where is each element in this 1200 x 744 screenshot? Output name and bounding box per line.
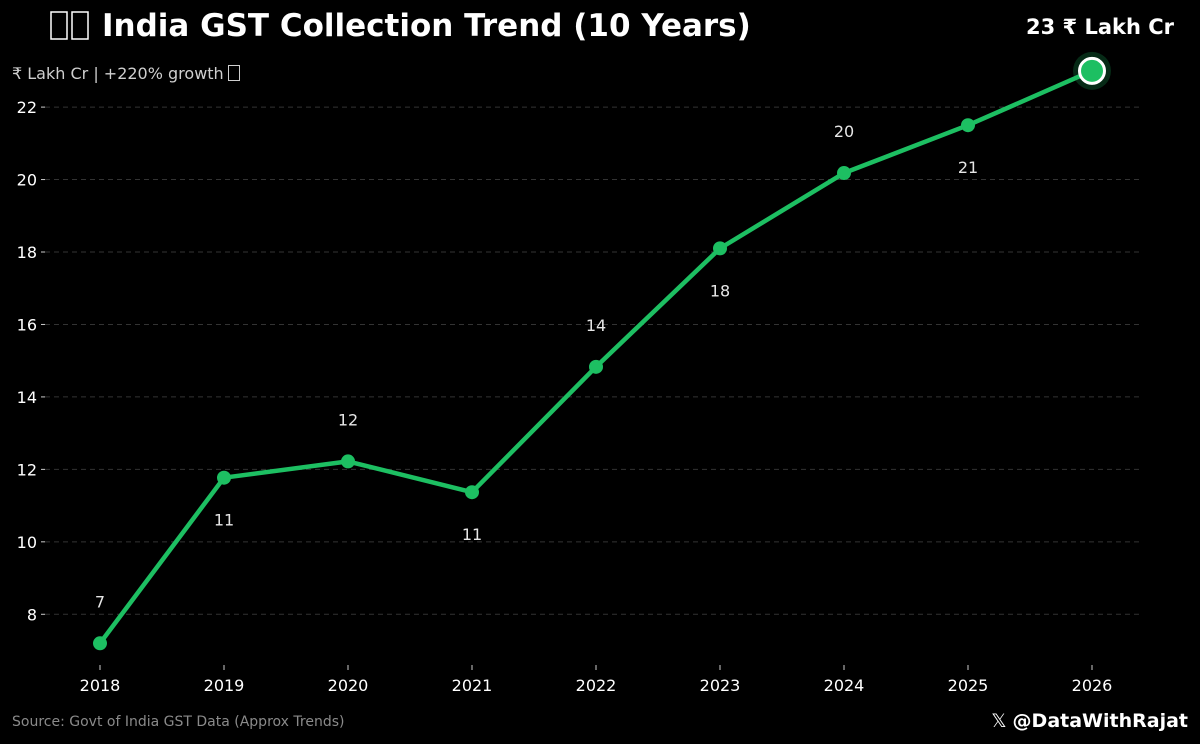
axis-ticks	[41, 106, 1093, 670]
data-label-2025: 21	[958, 158, 978, 177]
x-tick-label: 2022	[576, 676, 617, 695]
india-flag-icon	[50, 11, 89, 40]
data-point-2019	[217, 470, 231, 485]
x-tick-label: 2020	[328, 676, 369, 695]
latest-value-headline: 23 ₹ Lakh Cr	[1025, 15, 1174, 39]
author-handle-text: @DataWithRajat	[1012, 710, 1188, 732]
data-points	[93, 51, 1111, 651]
y-tick-label: 18	[17, 243, 37, 262]
y-tick-label: 10	[17, 533, 37, 552]
data-labels: 7 11 12 11 14 18 20 21	[95, 122, 978, 611]
missing-glyph-icon	[227, 65, 240, 81]
chart-title-text: India GST Collection Trend (10 Years)	[102, 8, 751, 44]
chart-title: India GST Collection Trend (10 Years)	[50, 4, 751, 48]
data-point-2022	[589, 359, 603, 374]
x-tick-label: 2025	[948, 676, 989, 695]
y-tick-label: 16	[17, 315, 37, 334]
chart-subtitle-text: ₹ Lakh Cr | +220% growth	[12, 64, 224, 83]
data-point-2025	[961, 118, 975, 133]
data-point-2023	[713, 241, 727, 256]
data-point-2021	[465, 485, 479, 500]
source-note: Source: Govt of India GST Data (Approx T…	[12, 714, 345, 730]
data-point-2018	[93, 636, 107, 651]
y-tick-label: 20	[17, 171, 37, 190]
highlight-point	[1078, 56, 1106, 85]
x-tick-label: 2023	[700, 676, 741, 695]
data-point-2020	[341, 454, 355, 469]
y-tick-label: 8	[27, 605, 37, 624]
author-handle: 𝕏 @DataWithRajat	[991, 708, 1188, 734]
y-tick-label: 12	[17, 460, 37, 479]
x-tick-label: 2026	[1072, 676, 1113, 695]
data-label-2020: 12	[338, 410, 358, 429]
x-tick-label: 2019	[204, 676, 245, 695]
data-point-2024	[837, 166, 851, 181]
grid-lines	[45, 106, 1142, 615]
y-tick-labels: 8 10 12 14 16 18 20 22	[17, 98, 37, 624]
x-logo-icon: 𝕏	[991, 710, 1007, 732]
y-tick-label: 22	[17, 98, 37, 117]
gst-series-line	[97, 68, 1095, 646]
data-label-2018: 7	[95, 592, 105, 611]
x-tick-label: 2024	[824, 676, 865, 695]
x-tick-label: 2021	[452, 676, 493, 695]
x-tick-labels: 2018 2019 2020 2021 2022 2023 2024 2025 2026	[80, 676, 1113, 695]
chart-subtitle: ₹ Lakh Cr | +220% growth	[12, 62, 240, 86]
data-label-2019: 11	[214, 511, 234, 530]
data-label-2024: 20	[834, 122, 854, 141]
data-label-2022: 14	[586, 316, 606, 335]
data-label-2023: 18	[710, 281, 730, 300]
x-tick-label: 2018	[80, 676, 121, 695]
data-label-2021: 11	[462, 525, 482, 544]
y-tick-label: 14	[17, 388, 37, 407]
